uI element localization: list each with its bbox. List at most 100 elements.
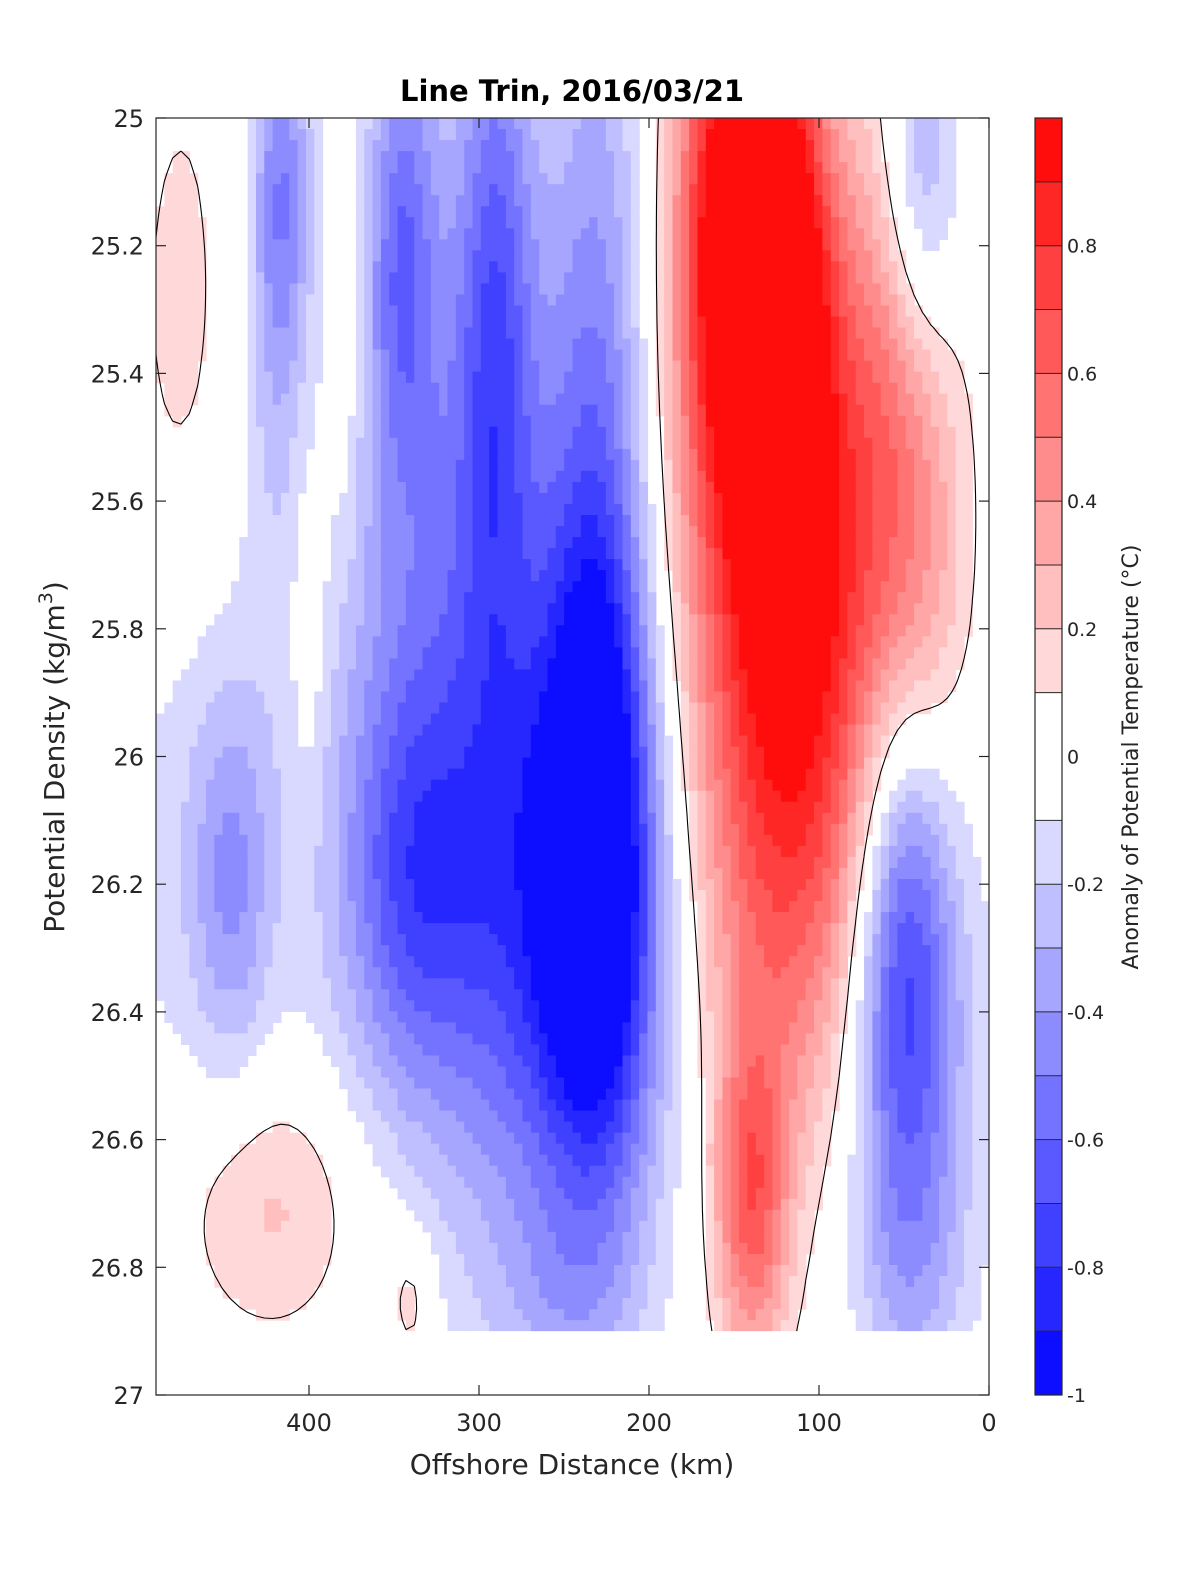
field-cell: [730, 636, 740, 648]
field-cell: [797, 459, 807, 472]
field-cell: [689, 404, 699, 417]
field-cell: [505, 118, 515, 130]
field-cell: [822, 526, 832, 538]
field-cell: [722, 691, 732, 704]
field-cell: [705, 537, 715, 549]
field-cell: [364, 779, 374, 792]
field-cell: [672, 570, 682, 582]
field-cell: [389, 426, 399, 439]
field-cell: [705, 151, 715, 163]
field-cell: [489, 316, 499, 329]
field-cell: [289, 140, 299, 152]
field-cell: [639, 481, 649, 494]
field-cell: [697, 349, 707, 362]
field-cell: [614, 481, 624, 494]
field-cell: [414, 746, 424, 759]
field-cell: [530, 261, 540, 273]
field-cell: [889, 305, 898, 318]
field-cell: [205, 768, 215, 781]
field-cell: [855, 768, 865, 781]
field-cell: [330, 757, 340, 770]
field-cell: [864, 724, 873, 737]
field-cell: [164, 217, 174, 229]
field-cell: [597, 184, 607, 196]
field-cell: [397, 129, 407, 141]
field-cell: [939, 515, 948, 527]
field-cell: [430, 548, 440, 560]
field-cell: [897, 404, 907, 417]
field-cell: [156, 338, 165, 351]
field-cell: [772, 272, 782, 285]
field-cell: [755, 570, 765, 582]
field-cell: [605, 757, 615, 770]
field-cell: [755, 173, 765, 185]
field-cell: [255, 669, 265, 682]
field-cell: [664, 305, 674, 318]
field-cell: [539, 526, 549, 538]
field-cell: [205, 669, 215, 682]
field-cell: [805, 195, 815, 207]
field-cell: [547, 592, 557, 604]
field-cell: [914, 338, 923, 351]
field-cell: [272, 228, 282, 240]
field-cell: [880, 228, 890, 240]
field-cell: [922, 768, 932, 781]
field-cell: [455, 426, 465, 439]
field-cell: [247, 459, 257, 472]
field-cell: [864, 349, 873, 362]
field-cell: [422, 250, 432, 262]
field-cell: [655, 349, 665, 362]
field-cell: [864, 735, 873, 748]
field-cell: [180, 724, 190, 737]
field-cell: [430, 470, 440, 483]
field-cell: [164, 228, 174, 240]
field-cell: [339, 779, 349, 792]
field-cell: [922, 581, 932, 593]
field-cell: [922, 669, 932, 682]
field-cell: [297, 272, 307, 285]
field-cell: [464, 393, 474, 406]
field-cell: [772, 327, 782, 340]
field-cell: [339, 537, 349, 549]
field-cell: [347, 537, 357, 549]
field-cell: [622, 548, 632, 560]
field-cell: [805, 481, 815, 494]
field-cell: [505, 173, 515, 185]
field-cell: [239, 603, 249, 615]
field-cell: [530, 481, 540, 494]
field-cell: [964, 459, 973, 472]
field-cell: [180, 294, 190, 307]
field-cell: [505, 371, 515, 384]
field-cell: [172, 349, 182, 362]
field-cell: [847, 360, 857, 373]
field-cell: [772, 206, 782, 218]
field-cell: [689, 669, 699, 682]
field-cell: [564, 625, 574, 637]
field-cell: [880, 184, 890, 196]
field-cell: [297, 250, 307, 262]
field-cell: [655, 327, 665, 340]
field-cell: [780, 592, 790, 604]
field-cell: [947, 382, 957, 395]
field-cell: [589, 459, 599, 472]
field-cell: [614, 636, 624, 648]
field-cell: [897, 426, 907, 439]
field-cell: [180, 349, 190, 362]
field-cell: [514, 426, 524, 439]
field-cell: [930, 570, 940, 582]
field-cell: [747, 658, 757, 671]
field-cell: [455, 559, 465, 571]
field-cell: [847, 228, 857, 240]
field-cell: [872, 283, 882, 296]
field-cell: [239, 570, 249, 582]
field-cell: [555, 481, 565, 494]
field-cell: [755, 437, 765, 450]
field-cell: [864, 603, 873, 615]
field-cell: [889, 481, 898, 494]
field-cell: [522, 768, 532, 781]
field-cell: [439, 559, 449, 571]
field-cell: [330, 603, 340, 615]
field-cell: [897, 702, 907, 715]
field-cell: [355, 162, 365, 174]
field-cell: [697, 768, 707, 781]
